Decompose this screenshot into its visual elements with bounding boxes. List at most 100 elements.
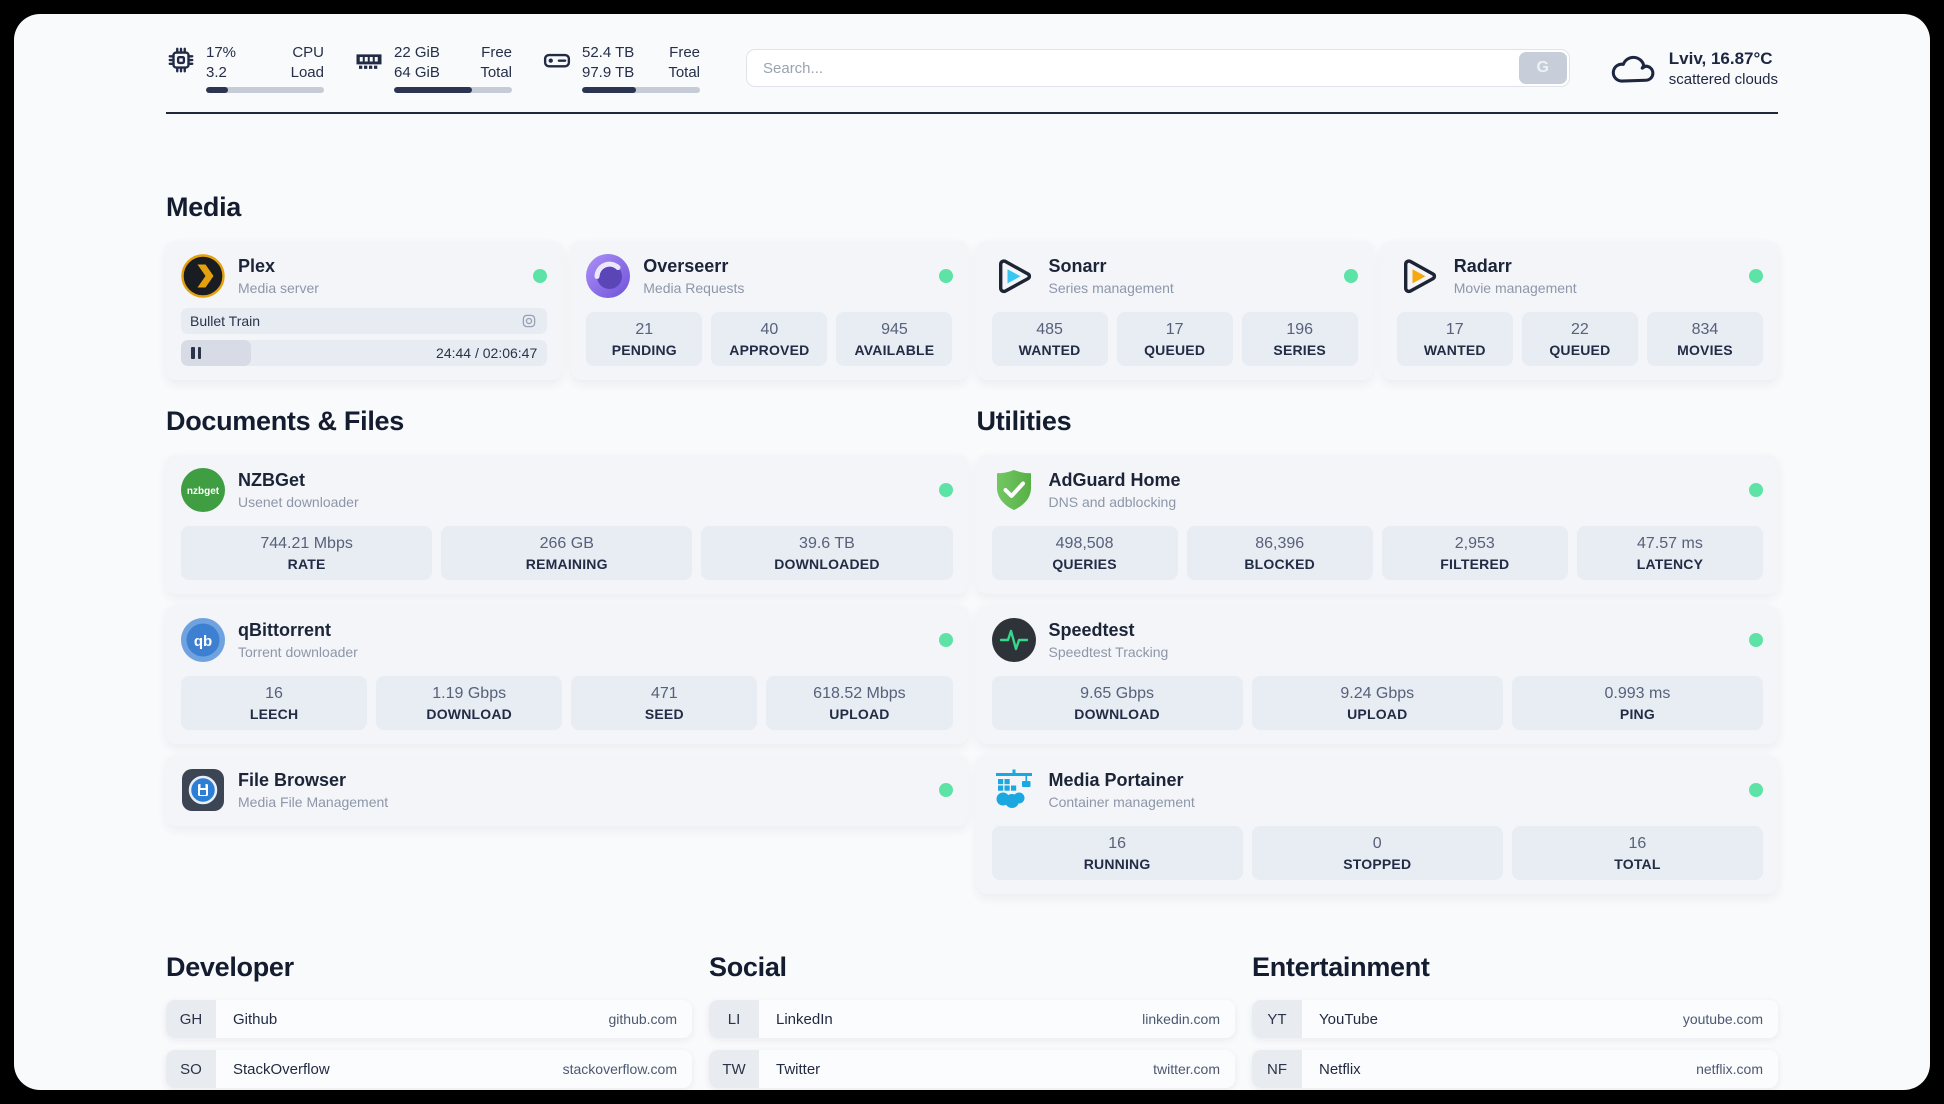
app-subtitle: Series management	[1048, 279, 1174, 296]
app-card-filebrowser[interactable]: File Browser Media File Management	[166, 755, 968, 826]
session-icon[interactable]	[520, 312, 538, 330]
search-box: G	[746, 49, 1570, 87]
stat-box: 17 WANTED	[1396, 312, 1513, 366]
link-url: youtube.com	[1682, 1011, 1763, 1027]
radarr-icon	[1403, 259, 1436, 294]
app-card-radarr[interactable]: Radarr Movie management 17 WANTED 22 QUEUE…	[1381, 241, 1778, 380]
app-card-adguard[interactable]: AdGuard Home DNS and adblocking 498,508 Q…	[976, 455, 1778, 594]
app-card-qbittorrent[interactable]: qb qBittorrent Torrent downloader 16 LEEC…	[166, 605, 968, 744]
stat-box: 21 PENDING	[586, 312, 703, 366]
link-url: linkedin.com	[1142, 1011, 1220, 1027]
system-widgets: 17% 3.2 CPU Load	[166, 43, 700, 93]
app-card-sonarr[interactable]: Sonarr Series management 485 WANTED 17 QUE…	[976, 241, 1373, 380]
stat-box: 16 TOTAL	[1511, 826, 1764, 880]
app-subtitle: Movie management	[1453, 279, 1577, 296]
link-name: Github	[233, 1010, 278, 1028]
stat-box: 9.24 Gbps UPLOAD	[1251, 676, 1503, 730]
link-name: YouTube	[1319, 1010, 1378, 1028]
player-time: 24:44 / 02:06:47	[436, 345, 538, 361]
section-title-media: Media	[166, 192, 242, 222]
app-card-portainer[interactable]: Media Portainer Container management 16 R…	[976, 755, 1778, 894]
app-title: Overseerr	[643, 256, 729, 277]
link-row-twitter[interactable]: TW Twitter twitter.com	[709, 1050, 1235, 1088]
app-card-nzbget[interactable]: nzbget NZBGet Usenet downloader 744.21 M…	[166, 455, 968, 594]
stat-box: 744.21 Mbps RATE	[181, 526, 433, 580]
app-title: Sonarr	[1048, 256, 1107, 277]
app-subtitle: Media server	[238, 279, 319, 296]
stat-box: 86,396 BLOCKED	[1186, 526, 1373, 580]
topbar-divider	[166, 112, 1778, 114]
status-dot	[1343, 269, 1358, 283]
stat-box: 16 LEECH	[181, 676, 368, 730]
link-abbr: TW	[709, 1050, 759, 1088]
status-dot	[533, 269, 548, 283]
sonarr-icon	[998, 259, 1031, 294]
stat-box: 22 QUEUED	[1521, 312, 1638, 366]
stat-box: 834 MOVIES	[1646, 312, 1763, 366]
cpu-icon	[168, 47, 194, 73]
stat-box: 40 APPROVED	[711, 312, 828, 366]
svg-text:nzbget: nzbget	[187, 486, 220, 497]
link-url: netflix.com	[1696, 1061, 1763, 1077]
link-abbr: GH	[166, 1000, 216, 1038]
cpu-values: 17% 3.2	[206, 44, 237, 81]
ram-labels: Free Total	[480, 44, 512, 81]
app-subtitle: DNS and adblocking	[1048, 493, 1177, 510]
link-name: Twitter	[776, 1060, 821, 1078]
stat-box: 17 QUEUED	[1116, 312, 1233, 366]
status-dot	[938, 633, 953, 647]
app-title: Speedtest	[1048, 620, 1135, 641]
portainer-icon	[995, 769, 1032, 808]
app-title: Media Portainer	[1048, 770, 1184, 791]
pause-icon[interactable]	[191, 347, 201, 359]
search-engine-button[interactable]: G	[1518, 52, 1567, 84]
app-subtitle: Media Requests	[643, 279, 745, 296]
app-title: AdGuard Home	[1048, 470, 1181, 491]
stat-box: 945 AVAILABLE	[836, 312, 953, 366]
app-subtitle: Torrent downloader	[238, 643, 358, 660]
stat-box: 47.57 ms LATENCY	[1576, 526, 1763, 580]
app-card-plex[interactable]: Plex Media server Bullet Train 24:44 / 0…	[166, 241, 563, 380]
app-title: Radarr	[1453, 256, 1512, 277]
now-playing-row: Bullet Train	[181, 308, 548, 334]
stat-box: 0 STOPPED	[1251, 826, 1503, 880]
app-title: File Browser	[238, 770, 347, 791]
disk-progress-bar	[582, 87, 700, 93]
search-input[interactable]	[746, 49, 1570, 87]
app-title: Plex	[238, 256, 276, 277]
overseerr-icon	[586, 254, 631, 298]
cpu-progress-bar	[206, 87, 324, 93]
section-title-developer: Developer	[166, 952, 294, 982]
link-row-github[interactable]: GH Github github.com	[166, 1000, 692, 1038]
weather-widget: Lviv, 16.87°C scattered clouds	[1610, 49, 1778, 88]
nzbget-icon: nzbget	[181, 468, 225, 512]
link-row-youtube[interactable]: YT YouTube youtube.com	[1252, 1000, 1778, 1038]
status-dot	[938, 269, 953, 283]
section-utilities: Utilities AdGuard Home DNS and adblockin…	[976, 406, 1778, 894]
ram-values: 22 GiB 64 GiB	[394, 44, 440, 81]
player-seek-bar[interactable]: 24:44 / 02:06:47	[181, 340, 548, 366]
ram-icon	[356, 54, 382, 69]
status-dot	[1749, 269, 1763, 283]
section-developer: Developer GH Github github.com SO StackO…	[166, 952, 692, 1090]
ram-widget: 22 GiB 64 GiB Free Total	[354, 43, 512, 93]
stat-box: 196 SERIES	[1241, 312, 1358, 366]
dashboard: 17% 3.2 CPU Load	[14, 14, 1930, 1090]
disk-icon	[543, 53, 571, 68]
stat-box: 1.19 Gbps DOWNLOAD	[376, 676, 563, 730]
app-subtitle: Usenet downloader	[238, 493, 359, 510]
link-row-netflix[interactable]: NF Netflix netflix.com	[1252, 1050, 1778, 1088]
app-card-overseerr[interactable]: Overseerr Media Requests 21 PENDING 40 APP…	[571, 241, 968, 380]
stat-box: 9.65 Gbps DOWNLOAD	[991, 676, 1243, 730]
link-name: StackOverflow	[233, 1060, 330, 1078]
status-dot	[1749, 633, 1763, 647]
link-row-linkedin[interactable]: LI LinkedIn linkedin.com	[709, 1000, 1235, 1038]
stat-box: 498,508 QUERIES	[991, 526, 1178, 580]
svg-text:qb: qb	[194, 633, 212, 650]
stat-box: 485 WANTED	[991, 312, 1108, 366]
link-abbr: NF	[1252, 1050, 1302, 1088]
app-subtitle: Container management	[1048, 793, 1195, 810]
app-title: NZBGet	[238, 470, 305, 491]
app-card-speedtest[interactable]: Speedtest Speedtest Tracking 9.65 Gbps DO…	[976, 605, 1778, 744]
link-row-stackoverflow[interactable]: SO StackOverflow stackoverflow.com	[166, 1050, 692, 1088]
